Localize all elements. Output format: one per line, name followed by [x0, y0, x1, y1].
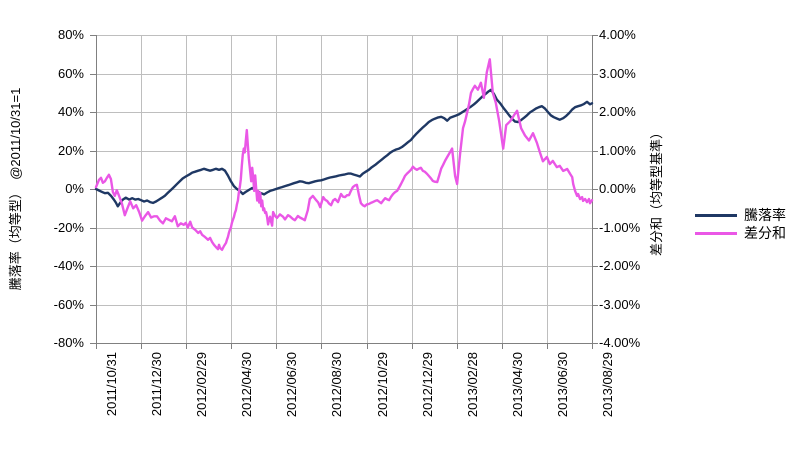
x-axis-tick [411, 343, 413, 349]
series-line-tourakuritsu [94, 88, 594, 208]
y-axis-right-tick [592, 304, 598, 306]
h-gridline [96, 189, 592, 190]
legend-line-swatch-magenta [695, 231, 737, 235]
y-axis-right-tick [592, 35, 598, 36]
y-axis-right-tick-label: 2.00% [599, 104, 636, 119]
v-gridline [141, 35, 143, 343]
y-axis-left-tick-label: 80% [57, 27, 84, 42]
x-axis-tick-label: 2013/04/30 [509, 352, 525, 418]
y-axis-left-tick [90, 73, 96, 75]
y-axis-left-tick-label: 40% [57, 104, 84, 119]
v-gridline [366, 35, 368, 343]
v-gridline [501, 35, 503, 343]
y-axis-left-tick [90, 304, 96, 306]
y-axis-right-line [592, 35, 593, 343]
y-axis-right-tick-label: -4.00% [599, 335, 641, 350]
x-axis-line [96, 343, 593, 344]
x-axis-tick-label: 2013/06/30 [554, 352, 570, 418]
x-axis-tick-label: 2012/10/29 [374, 352, 390, 418]
v-gridline [456, 35, 458, 343]
y-axis-left-tick [90, 227, 96, 229]
x-axis-tick [592, 343, 593, 349]
x-axis-tick [276, 343, 278, 349]
x-axis-tick-label: 2011/10/31 [104, 352, 119, 417]
v-gridline [186, 35, 188, 343]
x-axis-tick [96, 343, 97, 349]
x-axis-tick [231, 343, 233, 349]
x-axis-tick-label: 2011/12/30 [149, 352, 165, 417]
series-lines [94, 58, 594, 252]
y-axis-right-tick-label: 4.00% [599, 27, 636, 42]
x-axis-tick-label: 2013/02/28 [464, 352, 480, 418]
legend-item-tourakuritsu: 騰落率 [695, 206, 786, 224]
y-axis-right-tick-label: -3.00% [599, 296, 641, 312]
x-axis-tick [501, 343, 503, 349]
y-axis-right-tick-label: 1.00% [599, 142, 636, 158]
legend-line-swatch-blue [695, 213, 737, 217]
h-gridline [96, 35, 592, 36]
h-gridline [96, 227, 592, 229]
h-gridline [96, 304, 592, 306]
v-gridline [231, 35, 233, 343]
x-axis-tick-label: 2012/12/29 [419, 352, 435, 418]
y-axis-left-tick-label: 20% [57, 142, 84, 158]
y-axis-left-tick-label: -40% [53, 258, 84, 273]
y-axis-right-tick-label: 3.00% [599, 65, 636, 81]
h-gridline [96, 266, 592, 267]
y-axis-left-tick [90, 189, 96, 190]
y-axis-right-tick [592, 227, 598, 229]
legend-item-sabunwa: 差分和 [695, 224, 786, 242]
y-axis-left-tick [90, 343, 96, 344]
v-gridline [546, 35, 548, 343]
y-axis-right-tick [592, 189, 598, 190]
x-axis-tick-label: 2012/08/30 [329, 352, 345, 418]
legend-label-tourakuritsu: 騰落率 [744, 207, 786, 223]
x-axis-tick [186, 343, 188, 349]
v-gridline [321, 35, 323, 343]
x-axis-tick [456, 343, 458, 349]
x-axis-tick-label: 2012/02/29 [194, 352, 210, 418]
x-axis-tick [546, 343, 548, 349]
h-gridline [96, 112, 592, 113]
y-axis-left-tick-label: -60% [53, 296, 84, 312]
y-axis-right-tick [592, 73, 598, 75]
y-axis-left-tick-label: -20% [53, 219, 84, 235]
y-axis-right-tick-label: -2.00% [599, 258, 641, 273]
x-axis-tick [366, 343, 368, 349]
legend-label-sabunwa: 差分和 [744, 225, 786, 241]
legend: 騰落率 差分和 [695, 206, 786, 242]
y-axis-right-tick [592, 343, 598, 344]
y-axis-left-tick [90, 150, 96, 152]
x-axis-tick [321, 343, 323, 349]
h-gridline [96, 73, 592, 75]
y-axis-left-tick [90, 112, 96, 113]
y-axis-right-tick-label: 0.00% [599, 181, 636, 196]
x-axis-tick-label: 2013/08/29 [600, 352, 615, 418]
x-axis-tick-label: 2012/06/30 [284, 352, 300, 418]
h-gridline [96, 150, 592, 152]
y-axis-left-tick-label: -80% [53, 335, 84, 350]
y-axis-right-tick [592, 150, 598, 152]
y-axis-left-tick-label: 60% [57, 65, 84, 81]
x-axis-tick [141, 343, 143, 349]
y-axis-right-tick [592, 266, 598, 267]
y-axis-left-tick [90, 266, 96, 267]
y-axis-left-tick-label: 0% [65, 181, 84, 196]
series-line-sabunwa [94, 58, 594, 252]
y-axis-right-tick [592, 112, 598, 113]
y-axis-right-tick-label: -1.00% [599, 219, 641, 235]
y-axis-left-tick [90, 35, 96, 36]
x-axis-tick-label: 2012/04/30 [239, 352, 255, 418]
v-gridline [411, 35, 413, 343]
